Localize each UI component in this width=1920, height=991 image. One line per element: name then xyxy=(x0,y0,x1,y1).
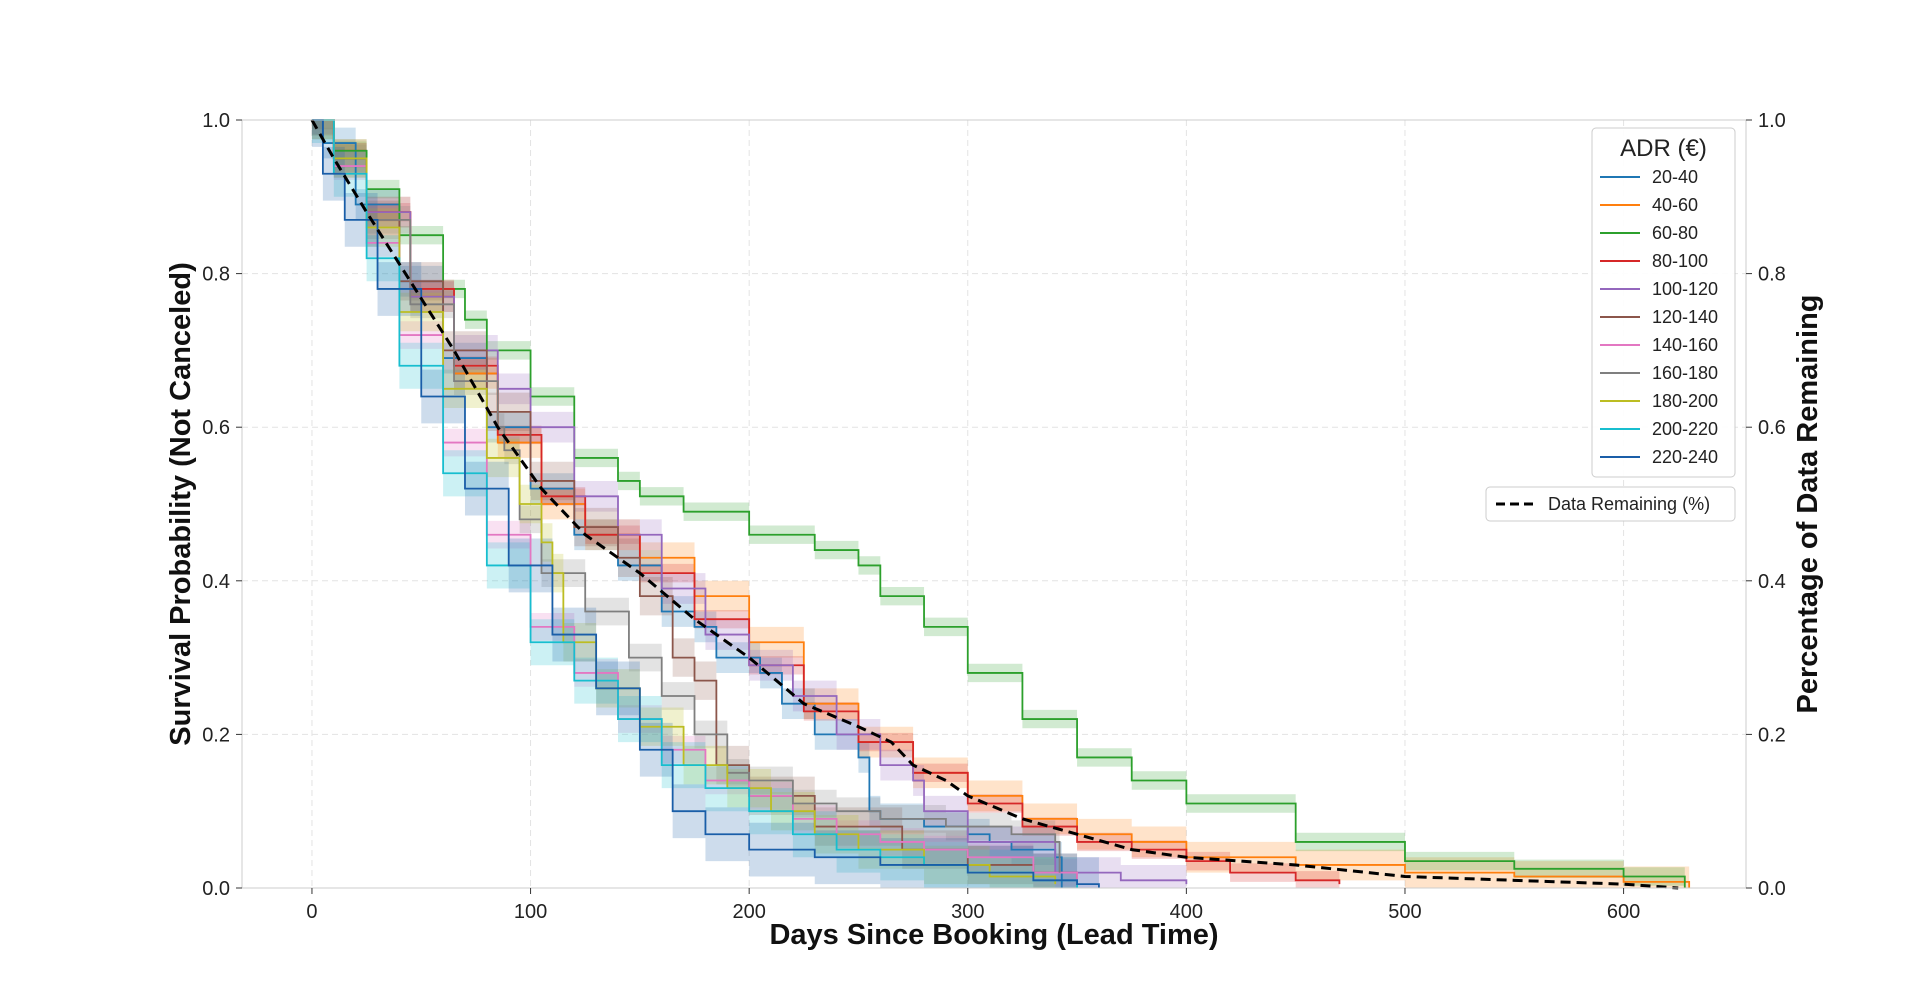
data-remaining-legend: Data Remaining (%) xyxy=(1485,486,1736,522)
survival-line-80-100 xyxy=(311,119,1341,885)
survival-line-220-240 xyxy=(311,119,1100,888)
legend-label-140-160: 140-160 xyxy=(1652,335,1718,355)
y2-tick-label: 0.2 xyxy=(1758,724,1786,746)
legend-label-180-200: 180-200 xyxy=(1652,391,1718,411)
legend-label-60-80: 60-80 xyxy=(1652,223,1698,243)
y-tick-label: 0.2 xyxy=(202,724,230,746)
survival-line-60-80 xyxy=(311,119,1686,888)
y-tick-label: 0.4 xyxy=(202,571,230,593)
legend-label-100-120: 100-120 xyxy=(1652,279,1718,299)
x-tick-label: 400 xyxy=(1170,901,1203,923)
y2-tick-label: 0.4 xyxy=(1758,571,1786,593)
legend-label-80-100: 80-100 xyxy=(1652,251,1708,271)
y2-tick-label: 0.6 xyxy=(1758,417,1786,439)
legend2-label: Data Remaining (%) xyxy=(1548,494,1710,514)
legend-label-160-180: 160-180 xyxy=(1652,363,1718,383)
x-tick-label: 200 xyxy=(732,901,765,923)
x-tick-label: 0 xyxy=(306,901,317,923)
plot-frame xyxy=(241,119,1747,889)
adr-legend: ADR (€) 20-40 40-60 60-80 80-100 100-120 120-… xyxy=(1591,127,1736,478)
legend2-box xyxy=(1485,486,1736,522)
x-axis-title: Days Since Booking (Lead Time) xyxy=(769,919,1218,951)
x-tick-label: 500 xyxy=(1388,901,1421,923)
legend-title: ADR (€) xyxy=(1620,135,1707,162)
x-tick-label: 100 xyxy=(514,901,547,923)
confidence-bands xyxy=(311,120,1690,888)
x-tick-label: 600 xyxy=(1607,901,1640,923)
y-axis-title: Survival Probability (Not Canceled) xyxy=(165,262,197,745)
survival-line-160-180 xyxy=(311,119,1061,873)
y-tick-label: 1.0 xyxy=(202,110,230,132)
y2-tick-label: 0.8 xyxy=(1758,264,1786,286)
data-remaining-line xyxy=(310,119,1679,890)
tick-layer: 0 100 200 300 400 500 600 0.0 0.2 0.4 0.6 0.8 1.0 0.0… xyxy=(202,110,1786,923)
legend-label-20-40: 20-40 xyxy=(1652,167,1698,187)
y-tick-label: 0.8 xyxy=(202,264,230,286)
y2-tick-label: 1.0 xyxy=(1758,110,1786,132)
y2-axis-title: Percentage of Data Remaining xyxy=(1792,295,1824,714)
ci-band-60-80 xyxy=(311,120,1685,888)
y2-tick-label: 0.0 xyxy=(1758,878,1786,900)
survival-line-40-60 xyxy=(311,119,1691,888)
legend-label-200-220: 200-220 xyxy=(1652,419,1718,439)
y-tick-label: 0.6 xyxy=(202,417,230,439)
ci-band-40-60 xyxy=(311,120,1690,888)
survival-lines xyxy=(311,119,1691,888)
ci-band-220-240 xyxy=(311,120,1099,888)
survival-line-100-120 xyxy=(311,119,1188,885)
ci-band-20-40 xyxy=(311,120,1062,888)
legend-box xyxy=(1591,127,1736,478)
y-tick-label: 0.0 xyxy=(202,878,230,900)
data-remaining-layer xyxy=(310,119,1679,890)
legend-label-220-240: 220-240 xyxy=(1652,447,1718,467)
x-tick-label: 300 xyxy=(951,901,984,923)
legend-label-40-60: 40-60 xyxy=(1652,195,1698,215)
legend-items: 20-40 40-60 60-80 80-100 100-120 120-140 140-1… xyxy=(1600,167,1718,467)
legend-label-120-140: 120-140 xyxy=(1652,307,1718,327)
